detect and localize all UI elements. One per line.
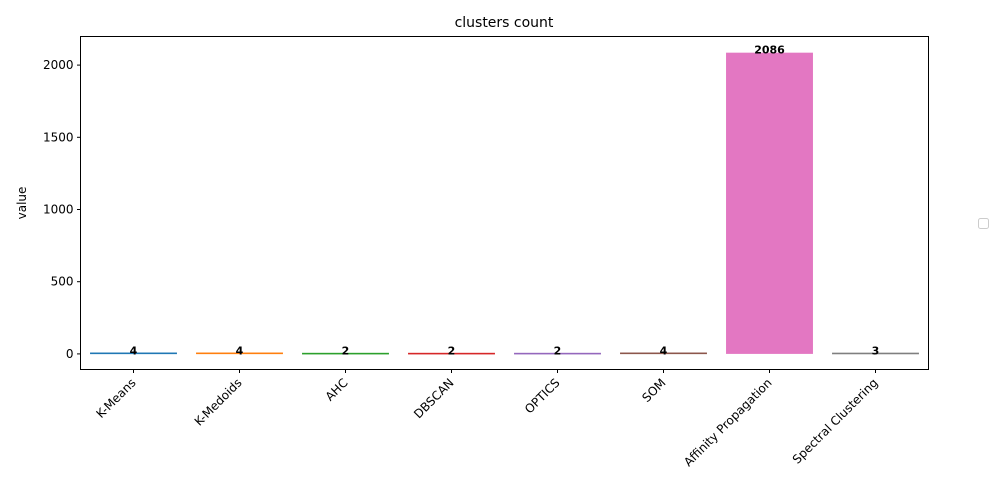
legend-box: [978, 218, 989, 229]
y-axis: 0 500 1000 1500 2000: [43, 58, 81, 361]
bar: [832, 352, 919, 355]
y-tick-label: 2000: [43, 58, 74, 72]
bar: [408, 352, 495, 355]
value-labels: 4 4 2 2 2 4 2086 3: [130, 44, 880, 358]
bar-value-label: 4: [236, 344, 244, 357]
plot-frame: [80, 36, 929, 370]
chart-title: clusters count: [455, 15, 554, 31]
bar-value-label: 3: [872, 344, 880, 357]
bar: [514, 352, 601, 355]
bar-value-label: 2: [554, 345, 562, 358]
bar-value-label: 2086: [754, 44, 785, 57]
bar: [90, 352, 177, 355]
bar-value-label: 4: [660, 344, 668, 357]
y-tick-label: 1000: [43, 202, 74, 216]
y-tick-label: 0: [66, 347, 74, 361]
y-tick-label: 500: [51, 275, 74, 289]
y-axis-label: value: [15, 187, 29, 220]
bar: [726, 52, 813, 354]
bar-value-label: 2: [342, 345, 350, 358]
bar: [620, 352, 707, 355]
bar: [196, 352, 283, 355]
y-tick-label: 1500: [43, 130, 74, 144]
bar-series: [90, 52, 919, 355]
bar: [302, 352, 389, 355]
bar-value-label: 4: [130, 344, 138, 357]
bar-value-label: 2: [448, 345, 456, 358]
